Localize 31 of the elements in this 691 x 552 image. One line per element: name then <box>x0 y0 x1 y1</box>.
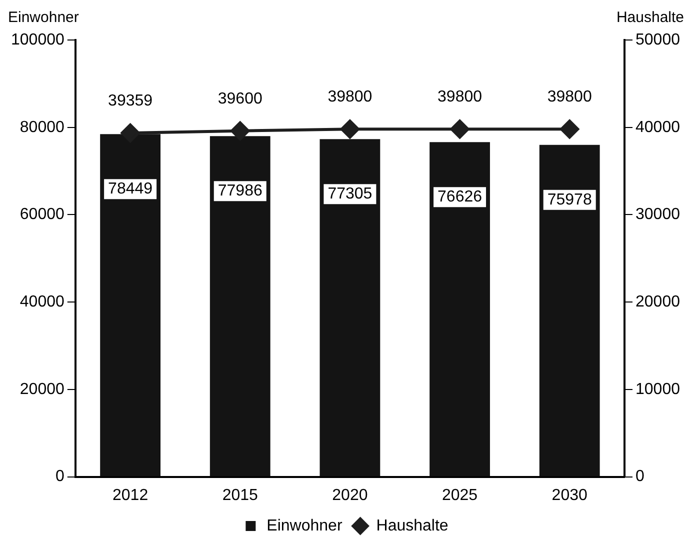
data-label: 77986 <box>218 182 262 200</box>
data-label: 39359 <box>108 92 153 110</box>
y2-tick-label: 20000 <box>636 293 680 310</box>
x-tick-label: 2025 <box>442 486 478 504</box>
y2-tick-label: 40000 <box>636 118 680 136</box>
y2-tick-label: 30000 <box>636 206 680 224</box>
y2-tick-label: 10000 <box>636 380 680 398</box>
y-tick-label: 0 <box>55 468 64 486</box>
x-tick-label: 2015 <box>222 486 258 504</box>
y-axis-title: Einwohner <box>8 9 79 26</box>
y2-tick-label: 0 <box>636 468 645 486</box>
data-label: 39800 <box>547 88 592 106</box>
y-tick-label: 100000 <box>11 31 64 48</box>
y-tick-label: 20000 <box>20 380 64 398</box>
legend-label: Einwohner <box>266 517 343 534</box>
x-tick-label: 2020 <box>332 486 368 504</box>
data-label: 77305 <box>328 186 372 203</box>
y-tick-label: 60000 <box>20 206 64 224</box>
x-tick-label: 2030 <box>552 486 588 504</box>
y-tick-label: 80000 <box>20 118 64 136</box>
data-label: 39800 <box>438 88 482 106</box>
legend-label: Haushalte <box>376 517 448 534</box>
data-label: 39800 <box>328 88 372 106</box>
y2-axis-title: Haushalte <box>616 9 684 26</box>
y-tick-label: 40000 <box>20 293 64 310</box>
x-tick-label: 2012 <box>112 486 148 504</box>
y2-tick-label: 50000 <box>636 31 680 48</box>
data-label: 78449 <box>108 180 153 198</box>
data-label: 39600 <box>218 90 262 108</box>
data-label: 76626 <box>438 188 482 206</box>
data-label: 75978 <box>547 191 592 208</box>
